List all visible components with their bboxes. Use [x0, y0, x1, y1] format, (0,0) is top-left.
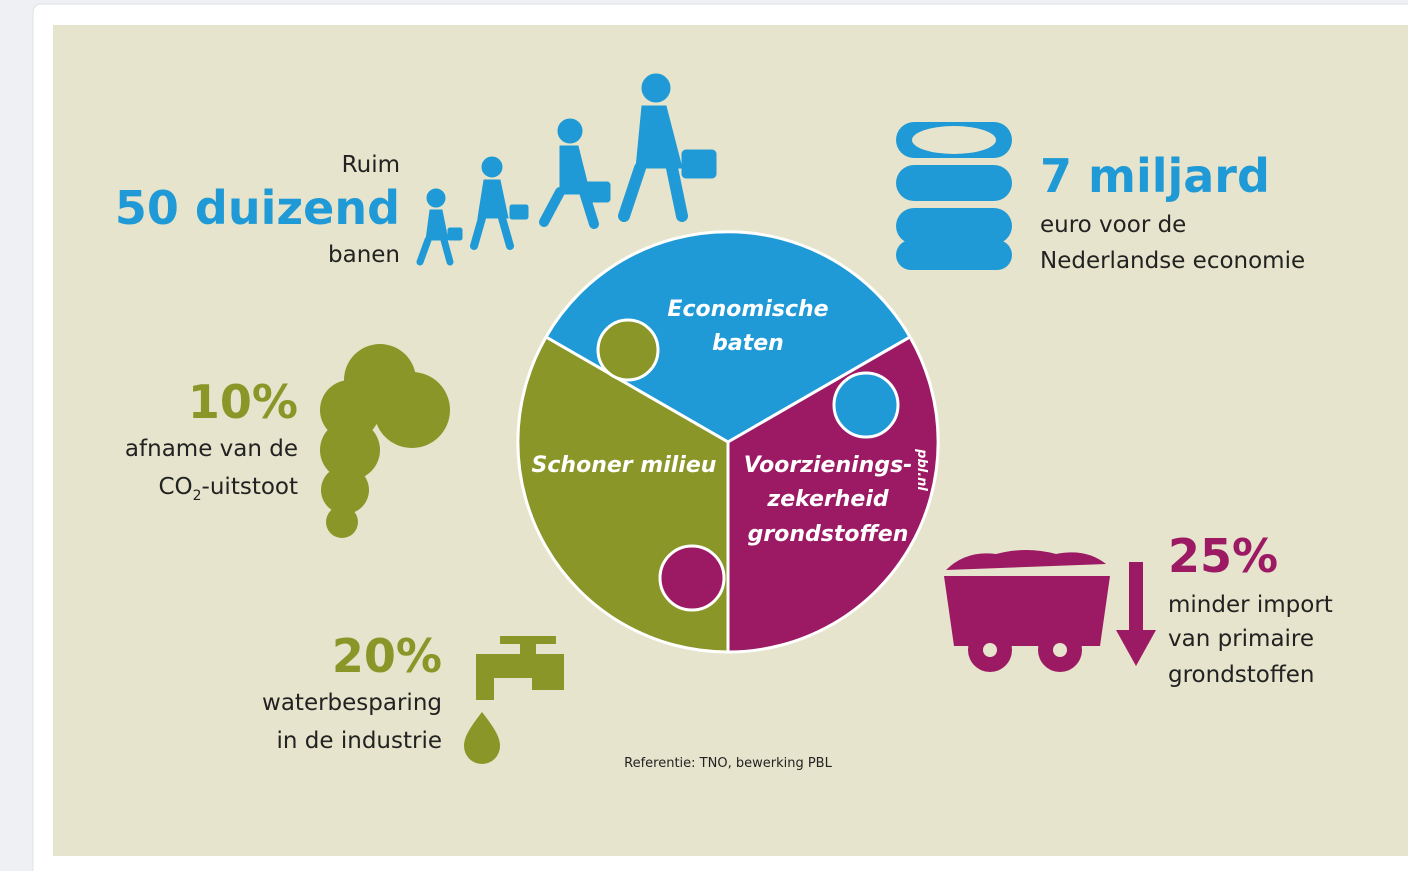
economy-line: euro voor de [1040, 212, 1186, 238]
puzzle [518, 232, 938, 652]
co2-line: CO2-uitstoot [158, 474, 298, 504]
source: Referentie: TNO, bewerking PBL [624, 756, 832, 771]
puzzle-label: Economische [667, 297, 828, 322]
knob [660, 546, 724, 610]
jobs-label: banen [328, 242, 400, 268]
water-line: waterbesparing [262, 690, 442, 716]
import-line: van primaire [1168, 626, 1314, 652]
co2-subscript: 2 [193, 488, 202, 504]
watermark: pbl.nl [914, 448, 929, 491]
economy-figure: 7 miljard [1040, 149, 1270, 203]
import-figure: 25% [1168, 529, 1278, 583]
coins-icon [896, 122, 1012, 270]
water-line: in de industrie [277, 728, 442, 754]
import-line: minder import [1168, 592, 1333, 618]
puzzle-label: Schoner milieu [532, 453, 717, 478]
knob [834, 373, 898, 437]
co2-suffix: -uitstoot [202, 474, 298, 500]
puzzle-label: zekerheid [766, 487, 888, 512]
co2-figure: 10% [188, 375, 298, 429]
water-figure: 20% [332, 629, 442, 683]
co2-prefix: CO [158, 474, 192, 500]
puzzle-label: Voorzienings- [744, 453, 913, 478]
import-line: grondstoffen [1168, 662, 1314, 688]
jobs-figure: 50 duizend [115, 181, 400, 235]
jobs-prefix: Ruim [342, 152, 400, 178]
economy-line: Nederlandse economie [1040, 248, 1305, 274]
puzzle-label: baten [712, 331, 784, 356]
knob [598, 320, 658, 380]
co2-line: afname van de [125, 436, 298, 462]
puzzle-label: grondstoffen [748, 522, 909, 547]
infographic: Economische baten Schoner milieu Voorzie… [0, 0, 1408, 871]
page: Economische baten Schoner milieu Voorzie… [0, 0, 1408, 871]
